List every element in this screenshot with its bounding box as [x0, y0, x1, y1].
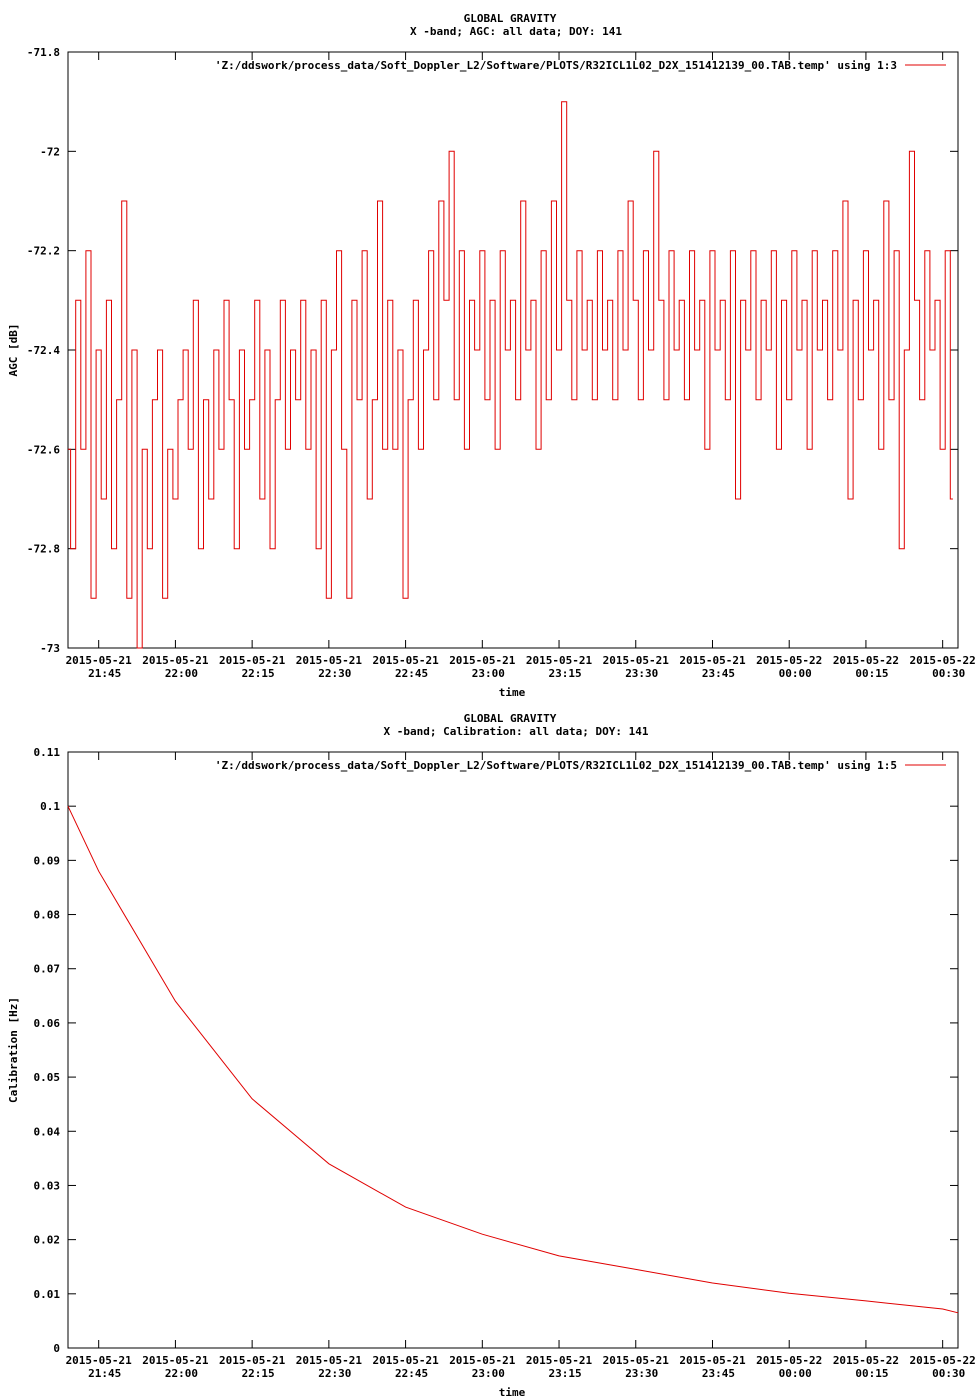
x-axis-label: time	[499, 1386, 526, 1399]
x-tick-time-label: 22:15	[242, 1367, 275, 1380]
x-tick-time-label: 22:45	[395, 1367, 428, 1380]
legend-label: 'Z:/ddswork/process_data/Soft_Doppler_L2…	[215, 59, 897, 72]
x-tick-date-label: 2015-05-21	[449, 1354, 516, 1367]
x-tick-date-label: 2015-05-22	[910, 1354, 976, 1367]
y-tick-label: 0.04	[34, 1125, 61, 1138]
x-tick-time-label: 00:15	[855, 667, 888, 680]
x-tick-time-label: 23:30	[625, 667, 658, 680]
x-tick-date-label: 2015-05-22	[833, 1354, 899, 1367]
y-tick-label: 0.11	[34, 746, 61, 759]
x-tick-time-label: 22:00	[165, 1367, 198, 1380]
y-tick-label: 0.01	[34, 1288, 61, 1301]
y-tick-label: 0.03	[34, 1179, 61, 1192]
x-tick-time-label: 00:30	[932, 1367, 965, 1380]
x-tick-date-label: 2015-05-21	[219, 1354, 286, 1367]
x-tick-time-label: 23:15	[548, 1367, 581, 1380]
x-tick-time-label: 23:00	[472, 667, 505, 680]
x-tick-time-label: 23:45	[702, 1367, 735, 1380]
x-tick-date-label: 2015-05-22	[756, 1354, 822, 1367]
x-tick-date-label: 2015-05-21	[66, 654, 133, 667]
x-tick-date-label: 2015-05-22	[910, 654, 976, 667]
x-tick-date-label: 2015-05-21	[219, 654, 286, 667]
x-tick-time-label: 22:30	[318, 667, 351, 680]
y-tick-label: 0.1	[40, 800, 60, 813]
y-tick-label: 0.05	[34, 1071, 61, 1084]
x-tick-time-label: 21:45	[88, 1367, 121, 1380]
x-tick-date-label: 2015-05-21	[603, 1354, 670, 1367]
legend-label: 'Z:/ddswork/process_data/Soft_Doppler_L2…	[215, 759, 897, 772]
x-tick-date-label: 2015-05-21	[603, 654, 670, 667]
x-tick-date-label: 2015-05-21	[679, 1354, 746, 1367]
y-tick-label: 0.02	[34, 1234, 61, 1247]
y-tick-label: -73	[40, 642, 60, 655]
chart-title: GLOBAL GRAVITY	[464, 712, 557, 725]
x-tick-date-label: 2015-05-21	[66, 1354, 133, 1367]
y-tick-label: 0.06	[34, 1017, 61, 1030]
y-tick-label: 0.08	[34, 909, 61, 922]
y-tick-label: -72.8	[27, 543, 60, 556]
series-line	[67, 805, 959, 1314]
chart-subtitle: X -band; Calibration: all data; DOY: 141	[384, 725, 649, 738]
y-axis-label: AGC [dB]	[7, 324, 20, 377]
x-tick-time-label: 00:15	[855, 1367, 888, 1380]
y-tick-label: -72	[40, 145, 60, 158]
x-tick-date-label: 2015-05-21	[296, 1354, 363, 1367]
series-line	[68, 101, 953, 649]
y-tick-label: 0.07	[34, 963, 61, 976]
x-tick-time-label: 23:15	[548, 667, 581, 680]
chart-subtitle: X -band; AGC: all data; DOY: 141	[410, 25, 622, 38]
x-tick-date-label: 2015-05-21	[372, 1354, 439, 1367]
y-tick-label: 0.09	[34, 854, 61, 867]
x-tick-date-label: 2015-05-21	[449, 654, 516, 667]
x-tick-time-label: 00:30	[932, 667, 965, 680]
x-tick-date-label: 2015-05-21	[526, 654, 593, 667]
x-tick-time-label: 22:00	[165, 667, 198, 680]
y-tick-label: 0	[53, 1342, 60, 1355]
x-tick-date-label: 2015-05-21	[372, 654, 439, 667]
x-tick-date-label: 2015-05-21	[142, 654, 209, 667]
x-tick-time-label: 00:00	[779, 1367, 812, 1380]
x-tick-date-label: 2015-05-22	[833, 654, 899, 667]
chart-title: GLOBAL GRAVITY	[464, 12, 557, 25]
x-tick-time-label: 22:30	[318, 1367, 351, 1380]
x-tick-time-label: 23:45	[702, 667, 735, 680]
y-tick-label: -72.2	[27, 245, 60, 258]
y-axis-label: Calibration [Hz]	[7, 997, 20, 1103]
x-tick-time-label: 23:00	[472, 1367, 505, 1380]
x-tick-time-label: 00:00	[779, 667, 812, 680]
y-tick-label: -71.8	[27, 46, 60, 59]
x-tick-date-label: 2015-05-21	[526, 1354, 593, 1367]
x-tick-date-label: 2015-05-22	[756, 654, 822, 667]
x-tick-date-label: 2015-05-21	[296, 654, 363, 667]
plot-frame	[67, 51, 959, 649]
x-tick-date-label: 2015-05-21	[142, 1354, 209, 1367]
x-tick-time-label: 21:45	[88, 667, 121, 680]
plot-frame	[67, 751, 959, 1349]
x-axis-label: time	[499, 686, 526, 699]
x-tick-time-label: 23:30	[625, 1367, 658, 1380]
x-tick-time-label: 22:45	[395, 667, 428, 680]
y-tick-label: -72.4	[27, 344, 60, 357]
y-tick-label: -72.6	[27, 443, 60, 456]
x-tick-time-label: 22:15	[242, 667, 275, 680]
x-tick-date-label: 2015-05-21	[679, 654, 746, 667]
